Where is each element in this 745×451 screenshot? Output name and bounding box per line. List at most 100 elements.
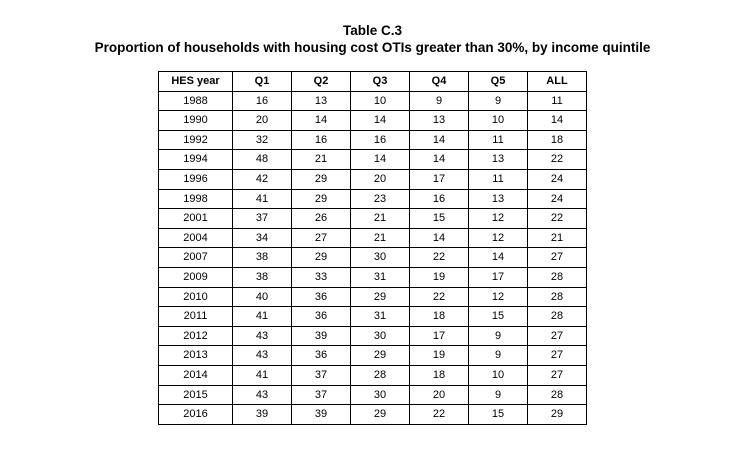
value-cell: 32 — [232, 129, 292, 151]
value-cell: 27 — [527, 364, 587, 386]
table-subtitle: Proportion of households with housing co… — [94, 40, 651, 55]
table-row: 1992 32 16 16 14 11 18 — [158, 129, 587, 151]
value-cell: 11 — [468, 168, 528, 190]
value-cell: 13 — [409, 110, 469, 131]
value-cell: 29 — [291, 168, 351, 190]
value-cell: 15 — [409, 208, 469, 229]
value-cell: 13 — [468, 149, 528, 170]
value-cell: 18 — [409, 306, 469, 327]
value-cell: 14 — [409, 149, 469, 170]
value-cell: 22 — [527, 208, 587, 229]
value-cell: 14 — [527, 110, 587, 131]
value-cell: 14 — [409, 129, 469, 151]
table-title: Table C.3 — [342, 23, 403, 38]
column-header: Q1 — [232, 71, 292, 92]
value-cell: 29 — [291, 188, 351, 210]
value-cell: 38 — [232, 247, 292, 268]
value-cell: 9 — [468, 325, 528, 347]
value-cell: 24 — [527, 168, 587, 190]
value-cell: 14 — [291, 110, 351, 131]
value-cell: 30 — [350, 325, 410, 347]
year-cell: 2009 — [158, 266, 233, 288]
value-cell: 9 — [468, 345, 528, 366]
value-cell: 31 — [350, 266, 410, 288]
year-cell: 2011 — [158, 306, 233, 327]
value-cell: 19 — [409, 345, 469, 366]
value-cell: 29 — [350, 345, 410, 366]
value-cell: 28 — [527, 266, 587, 288]
year-cell: 1988 — [158, 90, 233, 112]
value-cell: 17 — [409, 325, 469, 347]
value-cell: 14 — [350, 149, 410, 170]
year-cell: 2012 — [158, 325, 233, 347]
value-cell: 27 — [527, 325, 587, 347]
value-cell: 28 — [527, 384, 587, 406]
data-table: HES year Q1 Q2 Q3 Q4 Q5 ALL 1988 16 13 10 9 9 11 1990… — [158, 71, 587, 425]
value-cell: 43 — [232, 384, 292, 406]
value-cell: 42 — [232, 168, 292, 190]
table-row: 1994 48 21 14 14 13 22 — [158, 149, 587, 170]
table-row: 2001 37 26 21 15 12 22 — [158, 208, 587, 229]
year-cell: 2014 — [158, 364, 233, 386]
value-cell: 9 — [468, 90, 528, 112]
value-cell: 22 — [409, 404, 469, 425]
value-cell: 36 — [291, 345, 351, 366]
value-cell: 22 — [409, 247, 469, 268]
year-cell: 2010 — [158, 286, 233, 308]
value-cell: 31 — [350, 306, 410, 327]
value-cell: 12 — [468, 208, 528, 229]
value-cell: 21 — [350, 208, 410, 229]
value-cell: 16 — [350, 129, 410, 151]
value-cell: 29 — [527, 404, 587, 425]
table-row: 1990 20 14 14 13 10 14 — [158, 110, 587, 131]
value-cell: 10 — [468, 110, 528, 131]
value-cell: 12 — [468, 286, 528, 308]
column-header: Q4 — [409, 71, 469, 92]
value-cell: 37 — [232, 208, 292, 229]
column-header: Q3 — [350, 71, 410, 92]
table-row: 2011 41 36 31 18 15 28 — [158, 306, 587, 327]
year-cell: 1990 — [158, 110, 233, 131]
value-cell: 39 — [291, 325, 351, 347]
year-cell: 1996 — [158, 168, 233, 190]
value-cell: 10 — [350, 90, 410, 112]
value-cell: 9 — [468, 384, 528, 406]
value-cell: 21 — [291, 149, 351, 170]
value-cell: 13 — [291, 90, 351, 112]
value-cell: 28 — [350, 364, 410, 386]
value-cell: 38 — [232, 266, 292, 288]
year-cell: 2013 — [158, 345, 233, 366]
value-cell: 29 — [350, 404, 410, 425]
table-header: HES year Q1 Q2 Q3 Q4 Q5 ALL — [158, 71, 587, 92]
value-cell: 14 — [409, 227, 469, 249]
table-row: 2013 43 36 29 19 9 27 — [158, 345, 587, 366]
value-cell: 29 — [291, 247, 351, 268]
table-body: 1988 16 13 10 9 9 11 1990 20 14 14 13 10 14 1992 32 16 16… — [158, 90, 587, 425]
year-cell: 2015 — [158, 384, 233, 406]
table-row: 2007 38 29 30 22 14 27 — [158, 247, 587, 268]
value-cell: 22 — [409, 286, 469, 308]
value-cell: 14 — [468, 247, 528, 268]
value-cell: 29 — [350, 286, 410, 308]
value-cell: 41 — [232, 364, 292, 386]
title-block: Table C.3 Proportion of households with … — [0, 0, 745, 56]
value-cell: 37 — [291, 364, 351, 386]
table-row: 2016 39 39 29 22 15 29 — [158, 404, 587, 425]
value-cell: 16 — [291, 129, 351, 151]
column-header: Q2 — [291, 71, 351, 92]
value-cell: 36 — [291, 286, 351, 308]
value-cell: 27 — [527, 345, 587, 366]
value-cell: 39 — [291, 404, 351, 425]
value-cell: 24 — [527, 188, 587, 210]
value-cell: 37 — [291, 384, 351, 406]
table-row: 2014 41 37 28 18 10 27 — [158, 364, 587, 386]
value-cell: 9 — [409, 90, 469, 112]
value-cell: 18 — [527, 129, 587, 151]
value-cell: 16 — [409, 188, 469, 210]
year-cell: 1992 — [158, 129, 233, 151]
value-cell: 17 — [409, 168, 469, 190]
table-row: 1998 41 29 23 16 13 24 — [158, 188, 587, 210]
year-cell: 2016 — [158, 404, 233, 425]
column-header: Q5 — [468, 71, 528, 92]
